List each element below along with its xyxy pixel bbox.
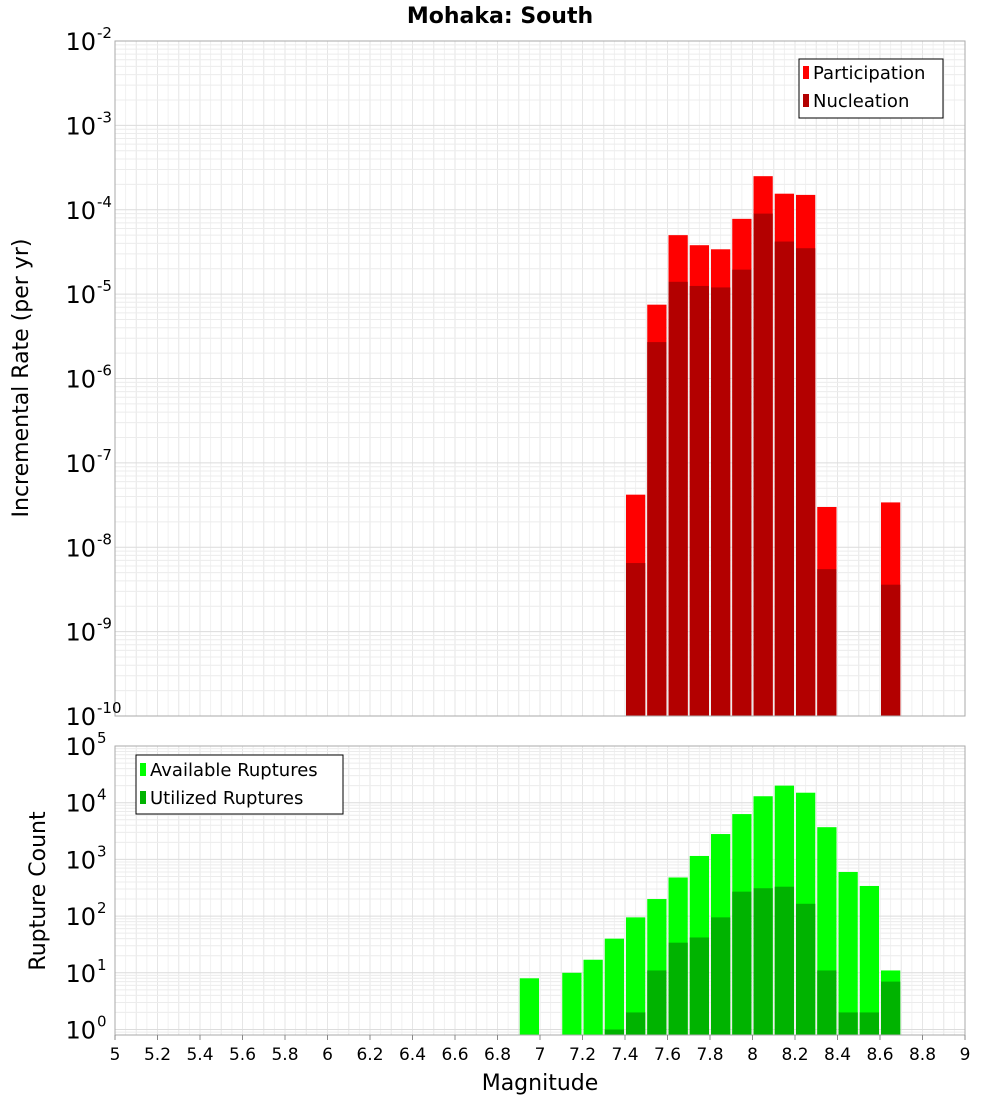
x-tick-label: 8.4 — [824, 1045, 851, 1065]
count-y-tick-label: 10 — [65, 846, 96, 874]
count-bar-utilized-ruptures — [711, 917, 730, 1035]
x-tick-label: 5.2 — [144, 1045, 171, 1065]
count-y-axis-label: Rupture Count — [26, 811, 51, 971]
count-bar-utilized-ruptures — [775, 887, 794, 1035]
count-bar-available-ruptures — [584, 960, 603, 1035]
rate-y-tick-label: 10 — [65, 112, 96, 140]
count-y-tick-label: 10 — [65, 960, 96, 988]
count-bar-utilized-ruptures — [605, 1030, 624, 1035]
x-tick-label: 6 — [322, 1045, 333, 1065]
count-y-tick-label: 10 — [65, 733, 96, 761]
count-y-tick-exponent: 5 — [97, 729, 107, 747]
rate-y-tick-exponent: -6 — [97, 362, 112, 380]
x-tick-label: 9 — [960, 1045, 971, 1065]
rate-y-tick-exponent: -7 — [97, 446, 112, 464]
legend-swatch-participation — [803, 66, 809, 79]
rate-y-tick-exponent: -2 — [97, 24, 112, 42]
x-tick-label: 6.2 — [356, 1045, 383, 1065]
x-tick-label: 6.6 — [441, 1045, 468, 1065]
count-y-tick-exponent: 4 — [97, 786, 107, 804]
count-y-tick-exponent: 1 — [97, 956, 107, 974]
rate-bar-nucleation — [881, 585, 900, 716]
rate-y-tick-label: 10 — [65, 366, 96, 394]
rate-bar-nucleation — [732, 270, 751, 716]
x-tick-label: 6.8 — [484, 1045, 511, 1065]
x-tick-label: 7 — [535, 1045, 546, 1065]
rate-y-tick-label: 10 — [65, 619, 96, 647]
x-tick-label: 7.6 — [654, 1045, 681, 1065]
count-bar-available-ruptures — [605, 939, 624, 1035]
count-bar-utilized-ruptures — [669, 943, 688, 1035]
count-bar-utilized-ruptures — [796, 904, 815, 1035]
rate-y-tick-exponent: -10 — [97, 699, 122, 717]
x-tick-label: 7.8 — [696, 1045, 723, 1065]
legend-label-participation: Participation — [813, 63, 925, 84]
count-bar-utilized-ruptures — [732, 892, 751, 1035]
chart-title: Mohaka: South — [407, 4, 593, 29]
rate-grid — [115, 41, 965, 716]
count-bar-available-ruptures — [520, 978, 539, 1035]
rate-bar-nucleation — [775, 242, 794, 716]
legend-label-utilized: Utilized Ruptures — [150, 788, 303, 809]
rate-y-tick-exponent: -9 — [97, 615, 112, 633]
rate-panel: 10-210-310-410-510-610-710-810-910-10 In… — [9, 24, 965, 731]
count-y-tick-label: 10 — [65, 903, 96, 931]
rate-bar-nucleation — [626, 563, 645, 716]
count-bar-utilized-ruptures — [626, 1012, 645, 1035]
rate-bar-nucleation — [647, 342, 666, 716]
rate-bar-nucleation — [690, 286, 709, 716]
rate-y-tick-label: 10 — [65, 534, 96, 562]
count-bar-available-ruptures — [562, 973, 581, 1035]
legend-swatch-available — [140, 763, 146, 776]
count-y-tick-exponent: 3 — [97, 842, 107, 860]
rate-y-tick-exponent: -8 — [97, 530, 112, 548]
rate-y-tick-label: 10 — [65, 703, 96, 731]
x-tick-label: 5.4 — [186, 1045, 213, 1065]
count-y-tick-exponent: 0 — [97, 1013, 107, 1031]
count-bar-utilized-ruptures — [754, 888, 773, 1035]
rate-y-tick-label: 10 — [65, 281, 96, 309]
x-tick-label: 5.6 — [229, 1045, 256, 1065]
x-tick-label: 8 — [747, 1045, 758, 1065]
x-tick-label: 5 — [110, 1045, 121, 1065]
count-legend: Available Ruptures Utilized Ruptures — [136, 755, 343, 814]
legend-swatch-utilized — [140, 791, 146, 804]
rate-y-tick-exponent: -3 — [97, 108, 112, 126]
x-tick-label: 5.8 — [271, 1045, 298, 1065]
count-bar-utilized-ruptures — [839, 1012, 858, 1035]
chart-figure: Mohaka: South 10-210-310-410-510-610-710… — [0, 0, 1000, 1100]
x-tick-label: 8.8 — [909, 1045, 936, 1065]
count-y-tick-label: 10 — [65, 1017, 96, 1045]
count-bar-utilized-ruptures — [881, 982, 900, 1035]
rate-bar-nucleation — [754, 214, 773, 716]
count-bar-utilized-ruptures — [690, 937, 709, 1035]
rate-bar-nucleation — [711, 287, 730, 716]
x-axis-label: Magnitude — [482, 1071, 599, 1096]
rate-y-tick-label: 10 — [65, 197, 96, 225]
legend-label-available: Available Ruptures — [150, 760, 318, 781]
count-bar-utilized-ruptures — [647, 970, 666, 1035]
rate-y-tick-label: 10 — [65, 28, 96, 56]
x-tick-label: 7.2 — [569, 1045, 596, 1065]
count-bar-utilized-ruptures — [817, 970, 836, 1035]
x-tick-label: 7.4 — [611, 1045, 638, 1065]
rate-bar-nucleation — [817, 569, 836, 716]
rate-y-tick-exponent: -5 — [97, 277, 112, 295]
x-tick-label: 8.6 — [866, 1045, 893, 1065]
rate-y-tick-exponent: -4 — [97, 193, 112, 211]
x-tick-label: 8.2 — [781, 1045, 808, 1065]
count-y-tick-label: 10 — [65, 790, 96, 818]
rate-bar-nucleation — [796, 248, 815, 716]
rate-y-tick-label: 10 — [65, 450, 96, 478]
count-y-tick-exponent: 2 — [97, 899, 107, 917]
rate-y-axis-label: Incremental Rate (per yr) — [9, 239, 34, 518]
rate-bar-nucleation — [669, 282, 688, 716]
count-bar-utilized-ruptures — [860, 1012, 879, 1035]
legend-label-nucleation: Nucleation — [813, 91, 909, 112]
x-tick-label: 6.4 — [399, 1045, 426, 1065]
count-bar-available-ruptures — [839, 872, 858, 1035]
rate-legend: Participation Nucleation — [799, 59, 943, 118]
legend-swatch-nucleation — [803, 94, 809, 107]
